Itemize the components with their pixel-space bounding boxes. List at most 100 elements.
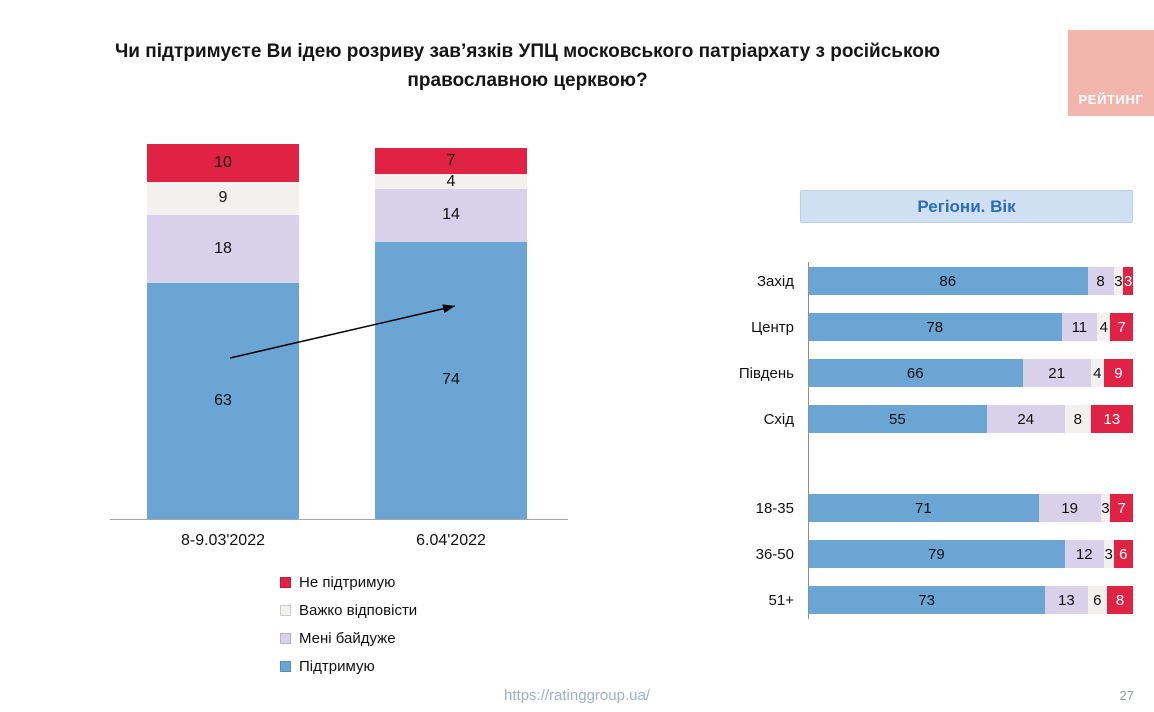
category-labels: 8-9.03'2022 6.04'2022 [110,532,568,554]
segment-support: 66 [808,359,1023,387]
rating-logo-text: РЕЙТИНГ [1078,92,1144,107]
bar: 79 12 3 6 [808,540,1133,568]
segment-hard: 6 [1087,586,1107,614]
legend-label: Підтримую [299,657,375,675]
segment-support: 73 [808,586,1046,614]
segment-value: 3 [1104,545,1113,563]
row-label: Південь [738,364,794,382]
segment-value: 13 [1058,591,1075,609]
page-number: 27 [1119,688,1134,703]
segment-oppose: 7 [375,147,527,174]
segment-hard: 3 [1113,267,1124,295]
segment-value: 6 [1093,591,1102,609]
vertical-axis-line [808,262,809,619]
segment-support: 55 [808,405,987,433]
segment-value: 6 [1119,545,1128,563]
segment-value: 21 [1048,364,1065,382]
legend: Не підтримую Важко відповісти Мені байдуже… [280,568,417,680]
segment-value: 4 [1099,318,1108,336]
segment-value: 11 [1071,318,1088,336]
segment-value: 3 [1123,272,1133,290]
segment-oppose: 10 [147,144,299,182]
row-label: Схід [763,410,794,428]
segment-value: 18 [214,240,232,257]
column-2: 74 14 4 7 [375,147,527,519]
segment-support: 86 [808,267,1088,295]
segment-indifferent: 8 [1087,267,1114,295]
category-label: 8-9.03'2022 [180,532,265,549]
segment-value: 55 [889,410,906,428]
segment-value: 3 [1114,272,1123,290]
segment-support: 79 [808,540,1065,568]
row-label: 36-50 [755,545,794,563]
segment-value: 13 [1103,410,1121,428]
column-1: 63 18 9 10 [147,144,299,519]
segment-value: 86 [939,272,957,290]
bar-group-age: 18-35 71 19 3 7 36-50 79 12 3 6 51+ 73 13 6 8 [688,494,1148,614]
segment-value: 71 [915,499,932,517]
segment-hard: 4 [1090,359,1104,387]
legend-item-support: Підтримую [280,652,417,680]
legend-item-hard: Важко відповісти [280,596,417,624]
segment-value: 63 [214,391,232,409]
legend-label: Не підтримую [299,573,396,591]
segment-indifferent: 13 [1045,586,1088,614]
bar-row: Захід 86 8 3 3 [688,267,1148,295]
bar: 66 21 4 9 [808,359,1133,387]
row-label: 51+ [768,591,794,609]
segment-hard: 3 [1103,540,1114,568]
segment-value: 73 [918,591,935,609]
segment-support: 71 [808,494,1039,522]
bar-row: 51+ 73 13 6 8 [688,586,1148,614]
bar-row: Південь 66 21 4 9 [688,359,1148,387]
segment-support: 74 [375,241,527,519]
segment-indifferent: 19 [1038,494,1101,522]
segment-value: 12 [1075,545,1093,563]
bar-row: Схід 55 24 8 13 [688,405,1148,433]
row-label: 18-35 [755,499,794,517]
segment-oppose: 13 [1090,405,1133,433]
segment-value: 9 [218,189,228,207]
segment-indifferent: 24 [986,405,1065,433]
segment-value: 79 [928,545,945,563]
legend-swatch-hard [280,604,291,616]
segment-value: 74 [442,371,460,389]
legend-swatch-oppose [280,576,291,588]
bar-group-regions: Захід 86 8 3 3 Центр 78 11 4 7 Південь 66 21 4 9 Схід 55… [688,267,1148,433]
rating-logo: РЕЙТИНГ [1068,30,1154,116]
segment-value: 10 [214,153,232,171]
segment-indifferent: 14 [375,189,527,242]
segment-support: 78 [808,313,1062,341]
segment-value: 7 [1117,499,1126,517]
segment-value: 8 [1073,410,1082,428]
segment-value: 24 [1017,410,1035,428]
category-label: 6.04'2022 [416,532,486,549]
segment-indifferent: 18 [147,215,299,283]
segment-oppose: 6 [1113,540,1133,568]
segment-value: 78 [926,318,944,336]
segment-value: 4 [446,172,456,190]
segment-oppose: 7 [1110,494,1133,522]
segment-hard: 8 [1064,405,1091,433]
segment-value: 8 [1096,272,1105,290]
legend-swatch-indifferent [280,632,291,644]
footer-url-link[interactable]: https://ratinggroup.ua/ [504,687,650,704]
column-chart-plot-area: 63 18 9 10 74 14 4 7 [110,140,568,520]
trend-arrow [229,304,456,359]
segment-oppose: 3 [1123,267,1133,295]
segment-indifferent: 12 [1064,540,1104,568]
segment-oppose: 8 [1107,586,1133,614]
segment-value: 14 [442,206,460,224]
segment-value: 3 [1101,499,1110,517]
column-chart: 63 18 9 10 74 14 4 7 8-9.03'2022 6.04'2022 [110,140,568,549]
bar-row: 18-35 71 19 3 7 [688,494,1148,522]
page-title: Чи підтримуєте Ви ідею розриву зав’язків… [114,41,941,91]
bar-row: 36-50 79 12 3 6 [688,540,1148,568]
segment-indifferent: 21 [1022,359,1091,387]
bar: 71 19 3 7 [808,494,1133,522]
segment-hard: 4 [1097,313,1111,341]
bar: 73 13 6 8 [808,586,1133,614]
bar: 55 24 8 13 [808,405,1133,433]
segment-value: 19 [1061,499,1078,517]
legend-label: Важко відповісти [299,601,418,619]
